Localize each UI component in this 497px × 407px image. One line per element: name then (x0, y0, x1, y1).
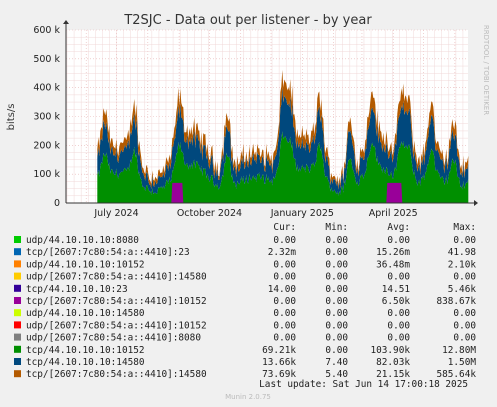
series-area-tcp-14580 (97, 86, 469, 196)
legend-value-max: 1.50M (448, 357, 477, 368)
legend-column-header: Cur: (273, 222, 296, 233)
y-tick-label: 200 k (33, 140, 60, 151)
legend-value-max: 0.00 (453, 333, 476, 344)
y-tick-label: 300 k (33, 112, 60, 123)
x-tick-label: April 2025 (369, 208, 418, 219)
legend-swatch (14, 370, 21, 378)
legend-swatch (14, 358, 21, 365)
legend-swatch (14, 321, 21, 329)
legend-series-name: tcp/[2607:7c80:54:a::4410]:10152 (26, 296, 207, 307)
legend-value-max: 0.00 (453, 320, 476, 331)
x-tick-label: July 2024 (93, 208, 138, 219)
legend-value-min: 0.00 (325, 259, 348, 270)
legend-value-avg: 0.00 (387, 320, 410, 331)
legend-swatch (14, 260, 21, 268)
y-tick-label: 400 k (33, 83, 60, 94)
legend-value-cur: 0.00 (273, 308, 296, 319)
munin-version-footer: Munin 2.0.75 (225, 393, 271, 401)
legend-swatch (14, 272, 21, 280)
legend-swatch (14, 333, 21, 341)
legend-value-cur: 0.00 (273, 333, 296, 344)
y-axis-arrow (63, 20, 69, 24)
legend-value-avg: 15.26m (376, 247, 410, 258)
legend-value-avg: 0.00 (387, 272, 410, 283)
legend-value-max: 41.98 (448, 247, 477, 258)
legend-value-avg: 0.00 (387, 308, 410, 319)
legend-column-header: Min: (325, 222, 348, 233)
legend-value-cur: 13.66k (262, 357, 296, 368)
legend-value-cur: 0.00 (273, 296, 296, 307)
legend-value-min: 0.00 (325, 320, 348, 331)
legend-series-name: udp/[2607:7c80:54:a::4410]:8080 (26, 333, 201, 344)
legend-value-cur: 0.00 (273, 320, 296, 331)
legend-value-cur: 14.00 (268, 284, 297, 295)
legend-value-min: 0.00 (325, 333, 348, 344)
legend-value-min: 5.40 (325, 369, 348, 380)
legend-swatch (14, 297, 21, 304)
legend-value-avg: 6.50k (382, 296, 411, 307)
legend-value-max: 0.00 (453, 308, 476, 319)
legend-column-header: Avg: (387, 222, 410, 233)
legend-series-name: udp/[2607:7c80:54:a::4410]:10152 (26, 320, 207, 331)
legend-value-min: 0.00 (325, 235, 348, 246)
y-tick-label: 100 k (33, 169, 60, 180)
series-area-tcp6-14580 (97, 69, 469, 190)
legend-value-max: 0.00 (453, 272, 476, 283)
legend-series-name: udp/44.10.10.10:8080 (26, 235, 139, 246)
legend-value-cur: 73.69k (262, 369, 296, 380)
legend-value-max: 5.46k (448, 284, 477, 295)
legend-series-name: tcp/44.10.10.10:14580 (26, 357, 145, 368)
legend-series-name: tcp/44.10.10.10:10152 (26, 345, 145, 356)
legend-value-cur: 69.21k (262, 345, 296, 356)
legend-value-cur: 2.32m (268, 247, 297, 258)
legend-value-max: 585.64k (436, 369, 476, 380)
legend-value-avg: 0.00 (387, 235, 410, 246)
legend-series-name: tcp/44.10.10.10:23 (26, 284, 128, 295)
legend-value-min: 0.00 (325, 272, 348, 283)
legend-swatch (14, 345, 21, 353)
legend-value-max: 12.80M (442, 345, 476, 356)
legend-value-min: 0.00 (325, 284, 348, 295)
legend-value-avg: 103.90k (370, 345, 410, 356)
legend-value-avg: 82.03k (376, 357, 410, 368)
legend-swatch (14, 248, 21, 256)
chart-title: T2SJC - Data out per listener - by year (123, 13, 372, 28)
legend-value-max: 0.00 (453, 235, 476, 246)
legend-series-name: udp/44.10.10.10:10152 (26, 259, 145, 270)
legend-series-name: tcp/[2607:7c80:54:a::4410]:14580 (26, 369, 207, 380)
legend-value-cur: 0.00 (273, 259, 296, 270)
x-tick-label: October 2024 (177, 208, 242, 219)
legend-series-name: tcp/[2607:7c80:54:a::4410]:23 (26, 247, 190, 258)
x-tick-label: January 2025 (270, 208, 334, 219)
legend-value-avg: 21.15k (376, 369, 410, 380)
last-update-text: Last update: Sat Jun 14 17:00:18 2025 (259, 379, 468, 390)
legend-value-cur: 0.00 (273, 235, 296, 246)
legend-value-min: 0.00 (325, 247, 348, 258)
legend-value-max: 2.10k (448, 259, 477, 270)
legend-value-min: 0.00 (325, 345, 348, 356)
legend-swatch (14, 309, 21, 317)
y-axis-label: bits/s (6, 104, 17, 131)
series-area-tcp6-10152 (97, 182, 469, 203)
legend-value-min: 7.40 (325, 357, 348, 368)
y-tick-label: 0 (54, 198, 60, 209)
legend-swatch (14, 284, 21, 292)
legend-value-avg: 36.48m (376, 259, 410, 270)
series-area-tcp-10152 (97, 131, 469, 203)
legend-value-max: 838.67k (436, 296, 476, 307)
legend-column-header: Max: (453, 222, 476, 233)
legend-value-avg: 0.00 (387, 333, 410, 344)
legend-value-cur: 0.00 (273, 272, 296, 283)
legend-series-name: udp/44.10.10.10:14580 (26, 308, 145, 319)
x-axis-arrow (474, 200, 478, 206)
rrdtool-side-label: RRDTOOL / TOBI OETIKER (482, 25, 490, 115)
legend-series-name: udp/[2607:7c80:54:a::4410]:14580 (26, 272, 207, 283)
y-tick-label: 600 k (33, 25, 60, 36)
legend-value-min: 0.00 (325, 296, 348, 307)
legend-value-avg: 14.51 (382, 284, 411, 295)
y-tick-label: 500 k (33, 54, 60, 65)
legend-value-min: 0.00 (325, 308, 348, 319)
legend-swatch (14, 236, 21, 243)
